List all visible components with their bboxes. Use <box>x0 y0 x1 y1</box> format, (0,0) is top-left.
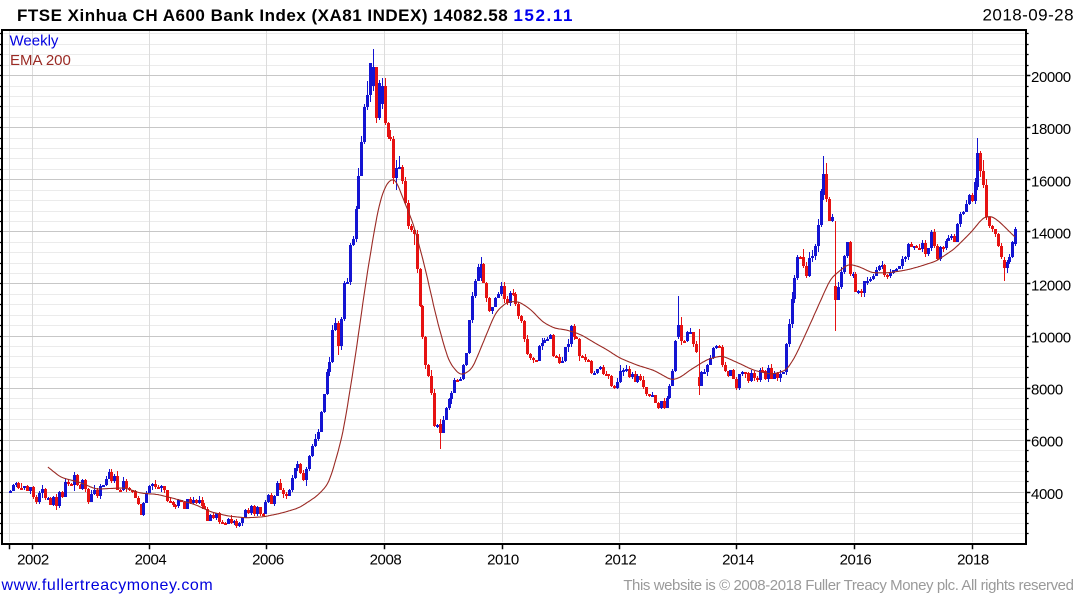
svg-text:4000: 4000 <box>1031 486 1063 503</box>
svg-text:2006: 2006 <box>252 552 284 569</box>
svg-text:2018: 2018 <box>957 552 989 569</box>
svg-text:Weekly: Weekly <box>10 32 59 49</box>
svg-text:18000: 18000 <box>1031 121 1071 138</box>
svg-text:8000: 8000 <box>1031 382 1063 399</box>
svg-text:2018-09-28: 2018-09-28 <box>983 5 1074 24</box>
svg-text:2012: 2012 <box>605 552 637 569</box>
svg-text:16000: 16000 <box>1031 173 1071 190</box>
svg-text:10000: 10000 <box>1031 330 1071 347</box>
svg-text:2014: 2014 <box>722 552 754 569</box>
svg-text:www.fullertreacymoney.com: www.fullertreacymoney.com <box>1 577 214 594</box>
svg-text:14000: 14000 <box>1031 225 1071 242</box>
svg-text:6000: 6000 <box>1031 434 1063 451</box>
svg-text:2004: 2004 <box>135 552 167 569</box>
svg-text:2016: 2016 <box>840 552 872 569</box>
svg-text:2010: 2010 <box>487 552 519 569</box>
svg-text:This website is © 2008-2018 Fu: This website is © 2008-2018 Fuller Treac… <box>623 577 1073 594</box>
svg-text:12000: 12000 <box>1031 278 1071 295</box>
svg-text:20000: 20000 <box>1031 69 1071 86</box>
svg-text:FTSE Xinhua CH A600 Bank Index: FTSE Xinhua CH A600 Bank Index (XA81 IND… <box>17 6 574 25</box>
svg-text:2008: 2008 <box>370 552 402 569</box>
svg-text:EMA 200: EMA 200 <box>10 52 71 69</box>
svg-text:2002: 2002 <box>17 552 49 569</box>
